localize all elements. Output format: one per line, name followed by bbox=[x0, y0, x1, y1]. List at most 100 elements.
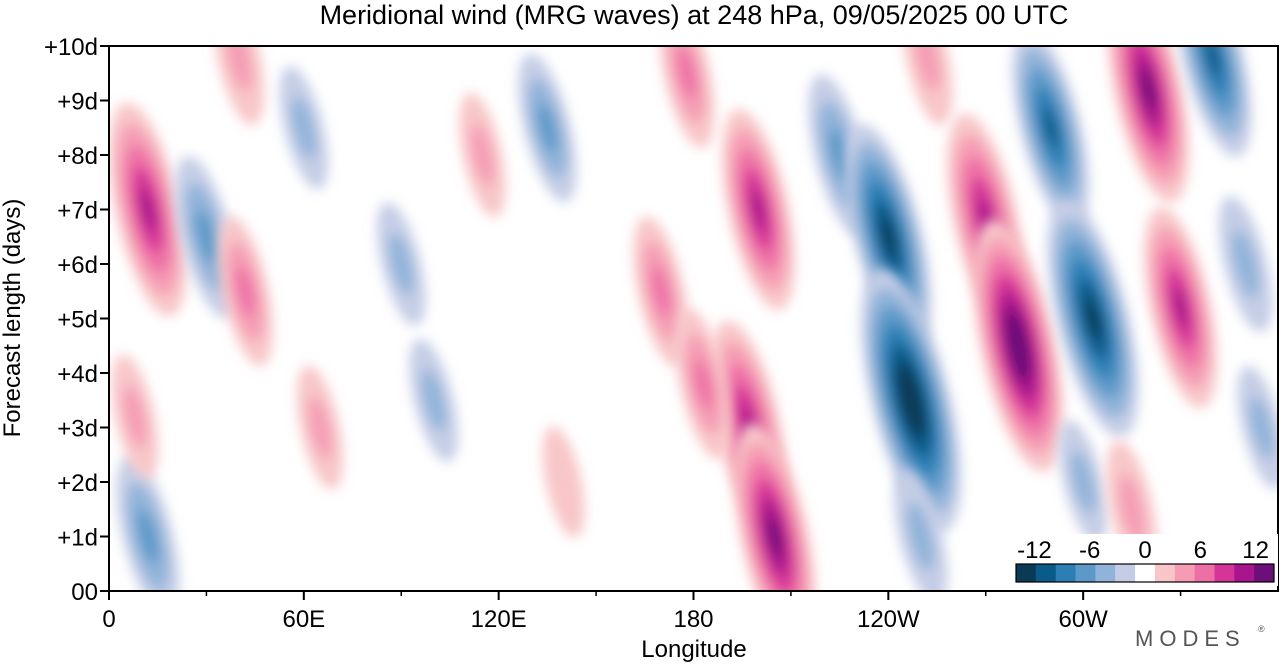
wave-feature bbox=[409, 338, 458, 462]
contour-band bbox=[903, 381, 919, 420]
wave-feature bbox=[376, 202, 426, 326]
contour-band bbox=[236, 266, 255, 317]
wave-features bbox=[109, 46, 1278, 591]
contour-band bbox=[537, 103, 558, 153]
wave-feature bbox=[296, 365, 344, 490]
registered-mark-icon: ® bbox=[1258, 624, 1265, 634]
wave-feature bbox=[659, 46, 715, 149]
colorbar-swatch bbox=[1016, 564, 1037, 582]
contour-band bbox=[651, 266, 671, 317]
colorbar-swatch bbox=[1115, 564, 1136, 582]
contour-band bbox=[421, 369, 446, 432]
wave-feature bbox=[111, 354, 159, 479]
colorbar-swatch bbox=[1174, 564, 1196, 582]
modes-brand-logo: MODES bbox=[1135, 626, 1246, 651]
y-tick-label: +5d bbox=[57, 307, 98, 334]
contour-band bbox=[907, 502, 935, 571]
contour-band bbox=[291, 96, 316, 159]
y-tick-label: +3d bbox=[57, 416, 98, 443]
x-tick-label: 120E bbox=[471, 606, 527, 633]
wave-feature bbox=[217, 216, 273, 367]
wave-feature bbox=[845, 124, 932, 350]
wave-feature bbox=[901, 46, 953, 126]
wave-feature bbox=[1012, 46, 1090, 228]
colorbar-swatch bbox=[1035, 564, 1057, 582]
wave-feature bbox=[459, 93, 506, 217]
colorbar-tick-label: 12 bbox=[1242, 537, 1269, 564]
colorbar-frame bbox=[1015, 563, 1275, 583]
x-tick-label: 120W bbox=[857, 606, 920, 633]
contour-band bbox=[389, 233, 414, 295]
contour-band bbox=[751, 189, 766, 230]
wave-feature bbox=[894, 468, 948, 591]
wave-feature bbox=[1058, 420, 1108, 544]
contour-band bbox=[1141, 70, 1155, 109]
colorbar-swatch bbox=[1154, 564, 1176, 582]
y-tick-label: +10d bbox=[44, 34, 98, 61]
colorbar-swatch bbox=[1214, 564, 1235, 582]
wave-feature bbox=[1237, 365, 1278, 490]
contour-band bbox=[1071, 451, 1096, 513]
colorbar-swatch bbox=[1234, 564, 1255, 582]
colorbar-swatch bbox=[1075, 564, 1096, 582]
contour-band bbox=[1043, 107, 1059, 148]
contour-band bbox=[881, 217, 896, 256]
wave-feature bbox=[1218, 196, 1273, 332]
contour-band bbox=[677, 48, 697, 99]
colorbar: -12 -6 0 6 12 bbox=[1012, 534, 1278, 586]
contour-band bbox=[767, 517, 782, 556]
contour-band bbox=[1249, 396, 1274, 459]
contour-band bbox=[1011, 327, 1025, 364]
contour-band bbox=[1173, 287, 1188, 328]
contour-band bbox=[123, 385, 147, 448]
contour-band bbox=[308, 396, 332, 459]
y-axis: 00 +1d +2d +3d +4d +5d +6d +7d +8d +9d +10d bbox=[44, 34, 109, 606]
contour-band bbox=[140, 188, 156, 231]
x-tick-label: 0 bbox=[102, 606, 115, 633]
x-axis: 0 60E 120E 180 120W 60W bbox=[102, 591, 1182, 633]
contour-band bbox=[137, 509, 159, 564]
y-tick-label: +1d bbox=[57, 525, 98, 552]
colorbar-swatch bbox=[1055, 564, 1076, 582]
wave-feature bbox=[860, 268, 962, 532]
y-tick-label: +7d bbox=[57, 198, 98, 225]
contour-band bbox=[1119, 475, 1145, 544]
x-tick-label: 180 bbox=[673, 606, 713, 633]
x-tick-label: 60W bbox=[1058, 606, 1108, 633]
plot-area bbox=[109, 46, 1278, 591]
colorbar-swatch bbox=[1135, 564, 1156, 582]
contour-band bbox=[470, 124, 494, 186]
contour-band bbox=[694, 359, 713, 409]
wave-feature bbox=[1107, 46, 1189, 203]
contour-band bbox=[914, 46, 940, 92]
wave-feature bbox=[722, 109, 795, 310]
wave-feature bbox=[1047, 199, 1139, 438]
wave-feature bbox=[1174, 46, 1252, 157]
y-axis-label: Forecast length (days) bbox=[0, 199, 26, 438]
wave-feature bbox=[675, 309, 731, 459]
colorbar-tick-label: 0 bbox=[1138, 537, 1151, 564]
x-tick-label: 60E bbox=[282, 606, 325, 633]
colorbar-swatch bbox=[1254, 564, 1275, 582]
wave-feature bbox=[109, 102, 187, 317]
y-tick-label: +6d bbox=[57, 252, 98, 279]
y-tick-label: +9d bbox=[57, 89, 98, 116]
wave-feature bbox=[518, 53, 577, 202]
y-tick-label: +4d bbox=[57, 361, 98, 388]
contour-band bbox=[829, 128, 851, 182]
wave-feature bbox=[1144, 207, 1218, 409]
colorbar-tick-label: 6 bbox=[1194, 537, 1207, 564]
contour-band bbox=[1085, 298, 1101, 339]
colorbar-tick-label: -6 bbox=[1079, 537, 1100, 564]
wave-feature bbox=[733, 423, 816, 591]
wave-feature bbox=[633, 216, 689, 367]
x-axis-label: Longitude bbox=[641, 636, 746, 663]
wave-feature bbox=[279, 66, 329, 190]
wave-feature bbox=[542, 426, 585, 538]
wave-feature bbox=[972, 219, 1064, 472]
colorbar-swatch bbox=[1095, 564, 1116, 582]
contour-band bbox=[1232, 230, 1259, 298]
colorbar-tick-label: -12 bbox=[1017, 537, 1052, 564]
wave-feature bbox=[213, 46, 265, 126]
